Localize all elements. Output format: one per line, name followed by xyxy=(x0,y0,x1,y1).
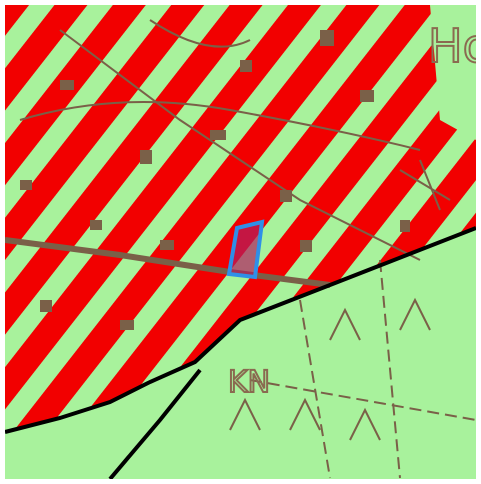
boundary-line xyxy=(5,226,476,434)
selected-parcel[interactable] xyxy=(226,219,265,280)
map-label: Ho xyxy=(428,19,481,73)
boundary-line xyxy=(108,368,202,479)
map-lines xyxy=(5,19,476,479)
map-canvas: Ho KN xyxy=(5,5,481,479)
map-label: KN xyxy=(228,365,270,400)
buildings xyxy=(20,30,410,330)
